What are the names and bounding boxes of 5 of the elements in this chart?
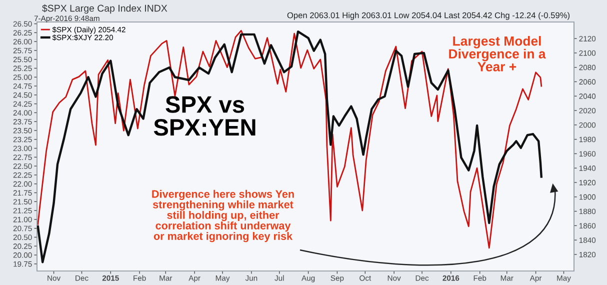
text: Open 2063.01 High 2063.01 Low 2054.04 Last 2054.42 Chg -12.24 (-0.59%): [287, 12, 570, 20]
annotation: Largest Model Divergence in a Year +: [449, 36, 546, 72]
annotation: SPX vs SPX:YEN: [154, 96, 256, 136]
annotation: Divergence here shows Yen strengthening while market still holding up, either correlation shift underway or market ignoring key risk: [152, 190, 294, 242]
chart-title: $SPX Large Cap Index INDX: [42, 4, 168, 14]
